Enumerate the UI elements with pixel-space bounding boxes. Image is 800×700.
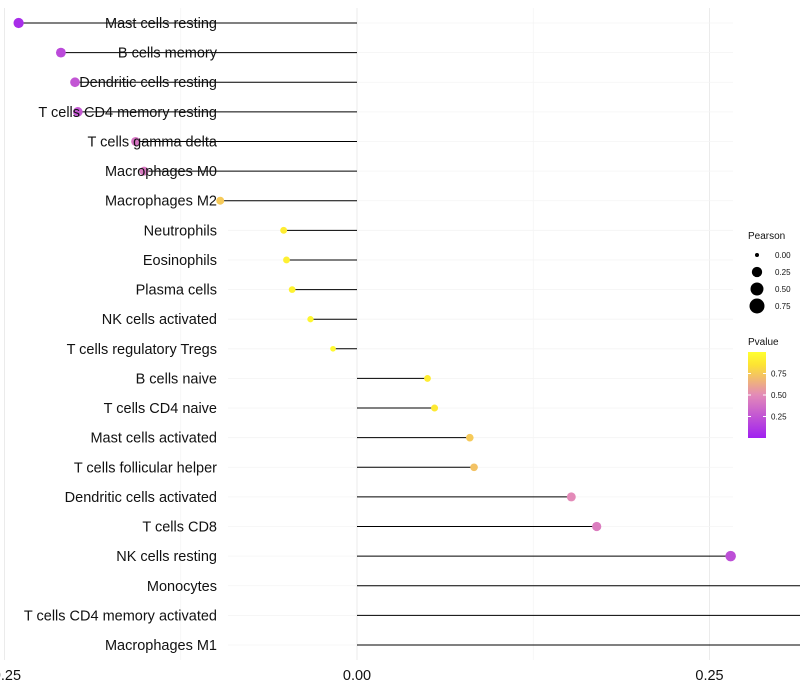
y-axis-category-label: T cells CD4 memory resting (38, 105, 217, 121)
pvalue-colorbar (748, 352, 766, 438)
y-axis-category-label: Macrophages M2 (105, 194, 217, 210)
color-legend-label: 0.25 (771, 413, 787, 422)
y-axis-category-label: B cells naive (136, 371, 217, 387)
y-axis-category-label: T cells gamma delta (88, 134, 218, 150)
y-axis-category-label: Eosinophils (143, 253, 217, 269)
lollipop-point (139, 166, 149, 176)
size-legend-title: Pearson (748, 231, 785, 242)
color-legend: Pvalue 0.75 0.50 0.25 (748, 337, 787, 438)
x-axis-tick-label: 0.25 (695, 668, 723, 684)
y-axis-category-label: T cells CD8 (142, 520, 217, 536)
y-axis-category-label: Monocytes (147, 579, 217, 595)
y-axis-category-label: Macrophages M1 (105, 638, 217, 654)
y-axis-category-label: T cells CD4 memory activated (24, 608, 217, 624)
y-axis-category-label: Mast cells activated (90, 431, 217, 447)
size-legend-label: 0.00 (775, 251, 791, 260)
lollipop-point (131, 136, 141, 146)
y-axis-category-label: T cells follicular helper (74, 460, 217, 476)
size-legend-label: 0.50 (775, 285, 791, 294)
size-legend-dot (749, 298, 765, 314)
x-axis-ticks: -0.250.000.250.500.75 (0, 668, 724, 684)
color-legend-label: 0.50 (771, 391, 787, 400)
lollipop-point (466, 433, 474, 442)
y-axis-category-label: Dendritic cells activated (65, 490, 217, 506)
size-legend-dot (750, 282, 764, 296)
y-axis-labels: Mast cells resting B cells memory Dendriti… (24, 16, 218, 654)
size-legend-dot (751, 266, 763, 278)
lollipop-point (72, 107, 83, 117)
y-axis-category-label: Neutrophils (144, 223, 217, 239)
y-axis-category-label: B cells memory (118, 46, 218, 62)
lollipop-point (592, 521, 602, 532)
lollipop-point (280, 226, 288, 234)
y-axis-category-label: Plasma cells (136, 283, 217, 299)
lollipop-point (725, 550, 736, 562)
color-legend-title: Pvalue (748, 337, 779, 348)
lollipop-point (55, 47, 66, 58)
lollipop-point (470, 463, 478, 472)
y-axis-category-label: Macrophages M0 (105, 164, 217, 180)
color-legend-label: 0.75 (771, 370, 787, 379)
lollipop-point (424, 375, 431, 382)
y-axis-category-label: T cells CD4 naive (104, 401, 217, 417)
y-axis-category-label: NK cells resting (116, 549, 217, 565)
size-legend-label: 0.75 (775, 302, 791, 311)
y-axis-category-label: Dendritic cells resting (79, 75, 217, 91)
lollipop-point (431, 404, 439, 412)
lollipop-point (307, 316, 314, 323)
size-legend: Pearson 0.00 0.25 0.50 0.75 (748, 231, 791, 314)
lollipop-point (70, 77, 80, 88)
size-legend-dot (755, 253, 759, 257)
x-axis-tick-label: -0.25 (0, 668, 21, 684)
lollipop-point (216, 196, 225, 205)
lollipop-point (13, 17, 24, 29)
y-axis-category-label: NK cells activated (102, 312, 217, 328)
lollipop-point (330, 345, 336, 352)
x-axis-tick-label: 0.00 (343, 668, 371, 684)
lollipop-points (13, 17, 736, 562)
lollipop-stems (18, 22, 800, 646)
lollipop-point (566, 492, 576, 502)
y-axis-category-label: Mast cells resting (105, 16, 217, 32)
lollipop-point (288, 286, 296, 293)
lollipop-point (283, 256, 290, 264)
y-axis-category-label: T cells regulatory Tregs (67, 342, 217, 358)
size-legend-label: 0.25 (775, 268, 791, 277)
